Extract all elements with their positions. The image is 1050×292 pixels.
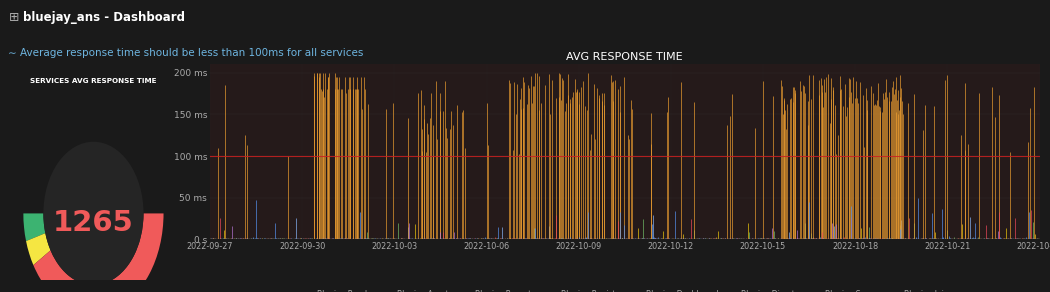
Wedge shape bbox=[26, 233, 50, 265]
Legend: Bluejay Render, Bluejay Assets, Bluejay Reporter, Bluejay Registry, Bluejay Dash: Bluejay Render, Bluejay Assets, Bluejay … bbox=[297, 287, 952, 292]
Text: SERVICES AVG RESPONSE TIME: SERVICES AVG RESPONSE TIME bbox=[30, 78, 156, 84]
Circle shape bbox=[43, 142, 144, 285]
Wedge shape bbox=[34, 213, 164, 292]
Text: bluejay_ans - Dashboard: bluejay_ans - Dashboard bbox=[23, 11, 185, 24]
Text: 1265: 1265 bbox=[54, 209, 133, 237]
Text: ⊞: ⊞ bbox=[8, 11, 19, 24]
Title: AVG RESPONSE TIME: AVG RESPONSE TIME bbox=[566, 52, 684, 62]
Text: ∼ Average response time should be less than 100ms for all services: ∼ Average response time should be less t… bbox=[8, 48, 363, 58]
Wedge shape bbox=[23, 213, 45, 241]
